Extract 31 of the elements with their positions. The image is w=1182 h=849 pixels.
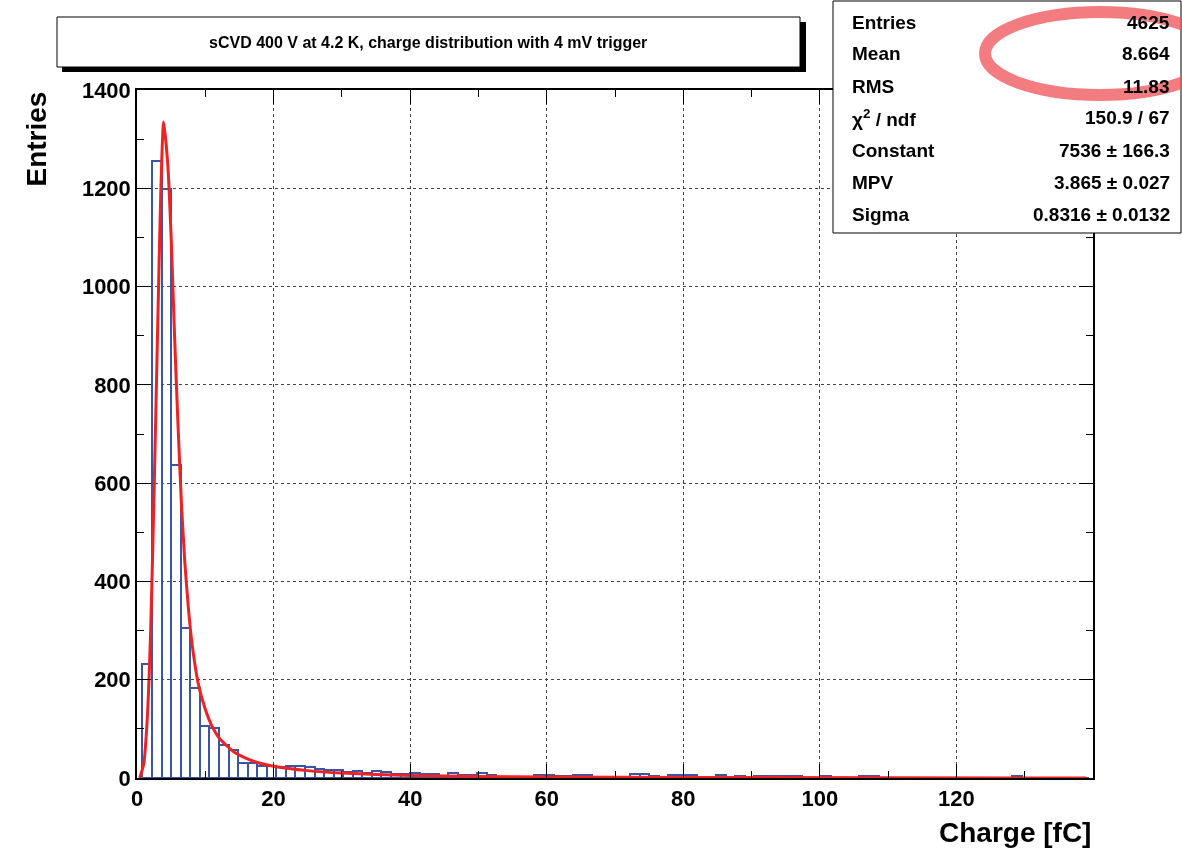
x-tick-label: 80 [671, 786, 696, 812]
y-tick-label: 800 [94, 372, 131, 398]
annotation: 0.8316 ± 0.0132 [1033, 204, 1171, 225]
annotation: MPV [852, 172, 894, 193]
annotation: 150.9 / 67 [1085, 107, 1170, 128]
y-tick-label: 1400 [81, 77, 131, 103]
y-axis-title: Entries [20, 91, 52, 187]
annotation: χ$^{2}$ / ndf [852, 106, 917, 130]
text: 4625 [1127, 12, 1170, 33]
annotation: 7536 ± 166.3 [1059, 140, 1170, 161]
annotation: RMS [852, 76, 895, 97]
y-tick-label: 0 [118, 765, 131, 791]
x-tick-label: 100 [801, 786, 839, 812]
text: 11.83 [1123, 76, 1170, 97]
y-tick-label: 1200 [81, 175, 131, 201]
annotation: Constant [852, 140, 935, 161]
annotation: Sigma [852, 204, 910, 225]
y-tick-label: 200 [94, 667, 131, 693]
x-tick-label: 20 [261, 786, 286, 812]
annotation: 3.865 ± 0.027 [1054, 172, 1171, 193]
y-tick-label: 600 [94, 470, 131, 496]
text: 8.664 [1122, 43, 1170, 64]
y-tick-label: 400 [94, 569, 131, 595]
text: Mean [852, 43, 901, 64]
text: Entries [852, 12, 917, 33]
x-tick-label: 120 [938, 786, 975, 812]
x-tick-label: 60 [534, 786, 559, 812]
x-axis-title: Charge [fC] [939, 817, 1092, 848]
y-tick-label: 1000 [81, 274, 131, 300]
chart-title: sCVD 400 V at 4.2 K, charge distribution with 4 mV trigger [209, 34, 648, 51]
x-tick-label: 40 [397, 786, 423, 812]
